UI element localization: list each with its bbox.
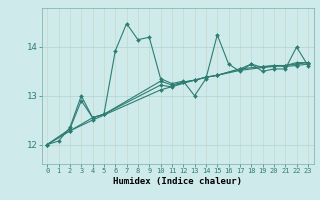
X-axis label: Humidex (Indice chaleur): Humidex (Indice chaleur) bbox=[113, 177, 242, 186]
